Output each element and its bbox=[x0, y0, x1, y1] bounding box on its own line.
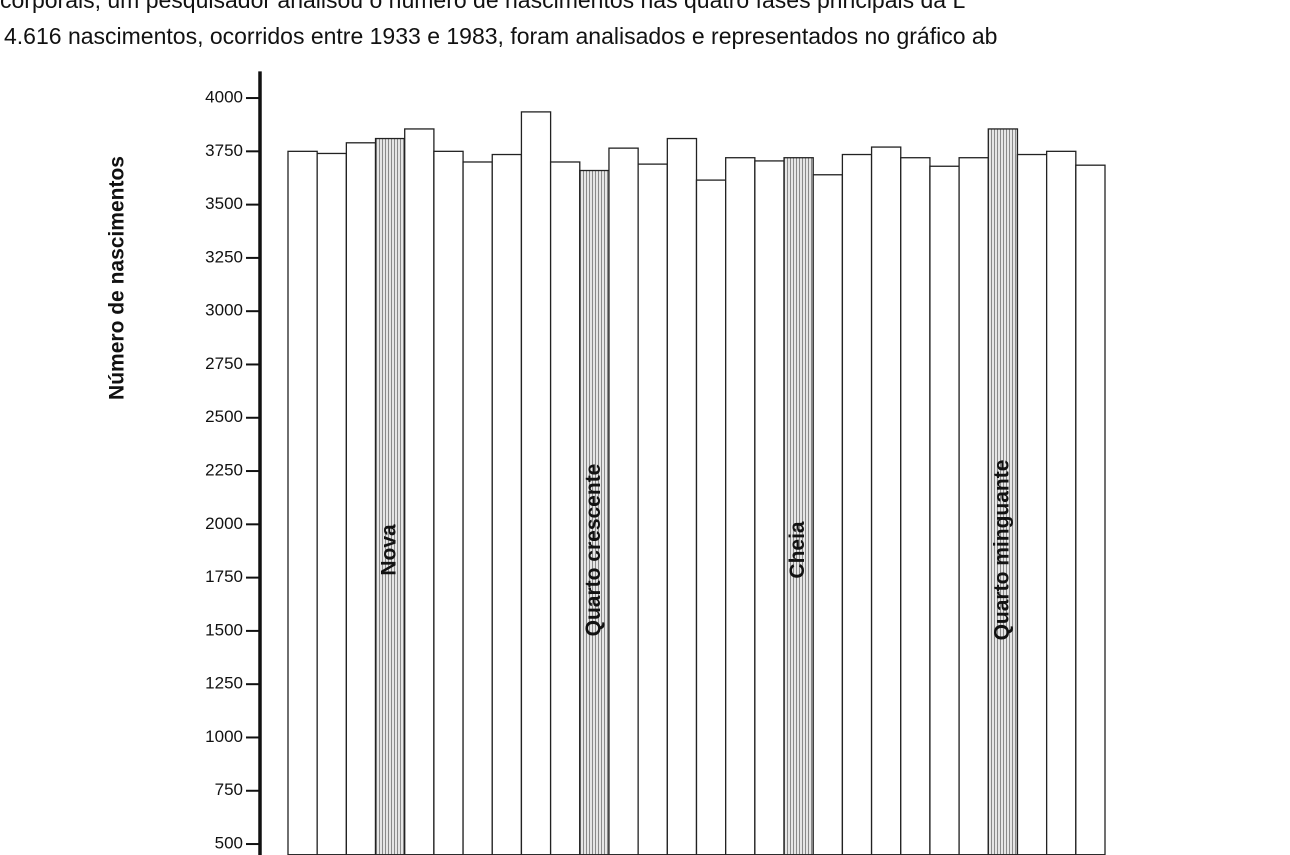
phase-label: Quarto crescente bbox=[582, 464, 605, 637]
y-tick-label: 1500 bbox=[205, 620, 243, 639]
y-tick-label: 750 bbox=[215, 780, 243, 799]
y-tick-label: 2750 bbox=[205, 354, 243, 373]
bar bbox=[374, 137, 406, 855]
y-tick-label: 1250 bbox=[205, 674, 243, 693]
bar bbox=[520, 111, 552, 855]
bar bbox=[549, 161, 581, 855]
y-axis-label: Número de nascimentos bbox=[106, 156, 129, 400]
y-tick-label: 3250 bbox=[205, 247, 243, 266]
bar bbox=[929, 165, 960, 855]
phase-label: Nova bbox=[378, 524, 401, 576]
y-tick-label: 4000 bbox=[205, 88, 243, 107]
bar bbox=[841, 153, 873, 855]
y-tick-label: 500 bbox=[215, 834, 243, 853]
bar bbox=[958, 157, 989, 855]
bar bbox=[900, 157, 931, 855]
y-tick-label: 3500 bbox=[205, 194, 243, 213]
bar bbox=[695, 179, 727, 855]
bar bbox=[345, 142, 377, 855]
bar bbox=[316, 152, 348, 855]
bar bbox=[870, 146, 902, 855]
y-tick-label: 2000 bbox=[205, 514, 243, 533]
bar bbox=[1075, 164, 1106, 855]
bar bbox=[433, 150, 464, 855]
bar bbox=[1045, 150, 1077, 855]
bar bbox=[637, 163, 668, 855]
bar bbox=[1016, 153, 1048, 855]
bar bbox=[725, 157, 756, 855]
bar bbox=[404, 128, 435, 855]
y-tick-label: 1000 bbox=[205, 727, 243, 746]
bar bbox=[608, 147, 639, 855]
bar bbox=[462, 161, 493, 855]
bar bbox=[812, 174, 844, 855]
bar bbox=[287, 150, 318, 855]
y-tick-label: 3750 bbox=[205, 141, 243, 160]
phase-label: Quarto minguante bbox=[990, 460, 1013, 641]
bar bbox=[666, 137, 698, 855]
y-tick-label: 2500 bbox=[205, 407, 243, 426]
bar bbox=[491, 153, 523, 855]
context-line: corporais, um pesquisador analisou o núm… bbox=[0, 0, 965, 13]
bar bbox=[754, 160, 785, 855]
context-line: 4.616 nascimentos, ocorridos entre 1933 … bbox=[4, 23, 997, 49]
bar bbox=[783, 157, 814, 855]
y-tick-label: 2250 bbox=[205, 461, 243, 480]
phase-label: Cheia bbox=[786, 521, 809, 579]
y-tick-label: 3000 bbox=[205, 301, 243, 320]
y-tick-label: 1750 bbox=[205, 567, 243, 586]
